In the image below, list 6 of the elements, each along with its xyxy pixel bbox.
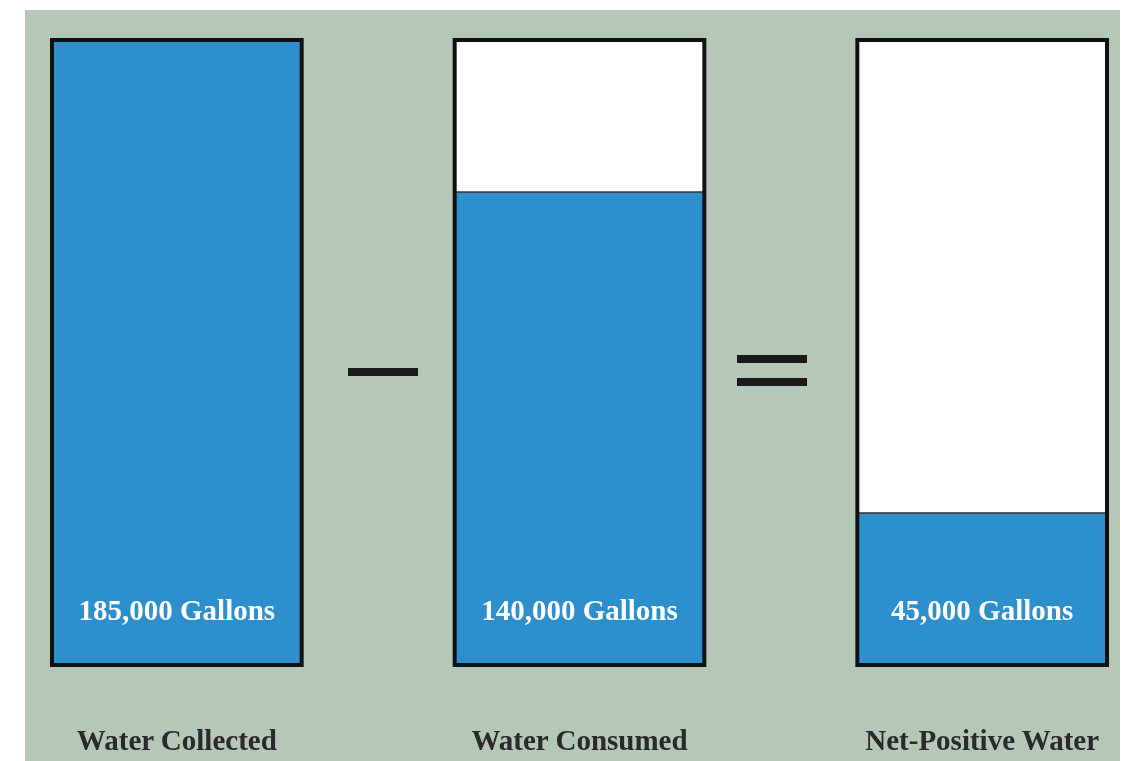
data-label: 140,000 Gallons [481, 594, 678, 626]
data-label: 45,000 Gallons [891, 594, 1074, 626]
x-tick-label: Water Consumed [471, 724, 688, 756]
x-tick-label: Water Collected [76, 724, 277, 756]
x-tick-label: Net-Positive Water [865, 724, 1100, 756]
data-label: 185,000 Gallons [78, 594, 276, 626]
